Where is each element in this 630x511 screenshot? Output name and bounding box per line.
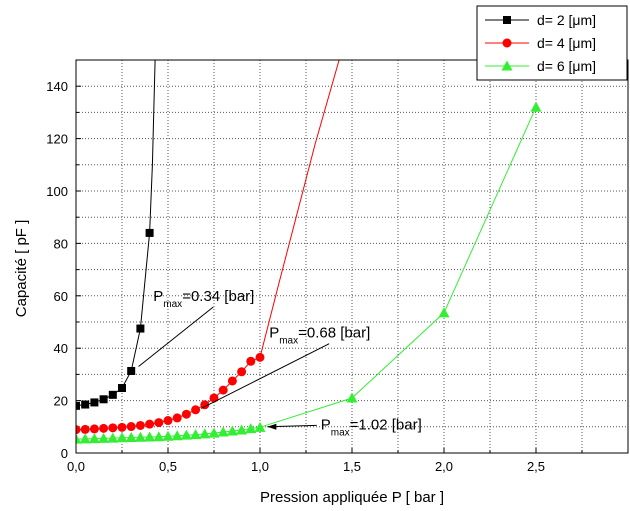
data-point (346, 392, 358, 403)
pmax-label: Pmax=0.68 [bar] (269, 325, 370, 347)
data-point (108, 390, 117, 399)
data-point (530, 101, 542, 112)
plot-area-frame (75, 59, 629, 454)
data-point (76, 425, 81, 435)
x-tick-label: 0,5 (159, 459, 177, 474)
legend-marker (501, 60, 513, 71)
data-point (117, 422, 127, 432)
data-point (89, 424, 99, 434)
y-axis-label: Capacité [ pF ] (13, 220, 30, 318)
data-point (116, 432, 128, 443)
data-point (208, 427, 220, 438)
data-point (76, 433, 82, 444)
legend-label: d= 6 [μm] (537, 58, 596, 74)
series-3 (76, 101, 542, 444)
data-point (227, 376, 237, 386)
pmax-annotations: Pmax=0.34 [bar] Pmax=0.68 [bar] Pmax=1.02 … (138, 288, 422, 438)
data-point (125, 432, 137, 443)
x-tick-label: 2,5 (527, 459, 545, 474)
data-point (144, 431, 156, 442)
pmax-annotation-1: Pmax=0.34 [bar] (138, 288, 254, 367)
data-point (127, 366, 136, 375)
data-point (126, 422, 136, 432)
data-point (163, 416, 173, 426)
y-tick-label: 20 (54, 394, 68, 409)
x-tick-label: 1,0 (251, 459, 269, 474)
series-line (76, 60, 156, 407)
data-point (90, 398, 99, 407)
x-tick-label: 2,0 (435, 459, 453, 474)
data-point (190, 429, 202, 440)
data-point (245, 423, 257, 434)
y-tick-label: 60 (54, 289, 68, 304)
data-point (236, 424, 248, 435)
data-point (200, 400, 210, 410)
data-point (162, 430, 174, 441)
data-point (209, 393, 219, 403)
legend-entry-2: d= 4 [μm] (485, 35, 596, 51)
data-point (154, 418, 164, 428)
data-point (136, 324, 145, 333)
data-point (108, 423, 118, 433)
y-tick-label: 40 (54, 341, 68, 356)
x-tick-label: 1,5 (343, 459, 361, 474)
data-point (134, 431, 146, 442)
legend-entry-3: d= 6 [μm] (485, 58, 596, 74)
data-point (181, 409, 191, 419)
series-2 (76, 60, 340, 435)
data-point (246, 356, 256, 366)
data-point (99, 423, 109, 433)
y-tick-label: 0 (61, 446, 68, 461)
data-series (76, 60, 542, 444)
data-point (218, 385, 228, 395)
data-point (226, 425, 238, 436)
data-point (180, 429, 192, 440)
data-point (217, 426, 229, 437)
arrow-head (267, 423, 277, 430)
y-tick-label: 100 (46, 184, 68, 199)
pmax-annotation-3: Pmax=1.02 [bar] (267, 416, 422, 438)
data-point (255, 352, 265, 362)
legend-label: d= 2 [μm] (537, 12, 596, 28)
data-point (191, 405, 201, 415)
data-point (81, 400, 90, 409)
data-point (79, 433, 91, 444)
pmax-leader-line (200, 343, 330, 409)
legend-marker (502, 38, 512, 48)
data-point (145, 228, 154, 237)
y-tick-label: 120 (46, 132, 68, 147)
legend-entry-1: d= 2 [μm] (485, 12, 596, 28)
data-point (99, 395, 108, 404)
x-axis-label: Pression appliquée P [ bar ] (260, 489, 444, 506)
data-point (145, 419, 155, 429)
data-point (438, 307, 450, 318)
legend: d= 2 [μm] d= 4 [μm] d= 6 [μm] (476, 5, 628, 81)
series-1 (76, 60, 156, 410)
data-point (98, 432, 110, 443)
data-point (171, 430, 183, 441)
data-point (76, 401, 80, 410)
data-point (237, 367, 247, 377)
legend-label: d= 4 [μm] (537, 35, 596, 51)
data-point (153, 431, 165, 442)
pmax-label: Pmax=1.02 [bar] (321, 416, 422, 438)
x-tick-label: 0,0 (67, 459, 85, 474)
data-point (107, 432, 119, 443)
legend-marker (503, 16, 511, 24)
y-tick-label: 140 (46, 79, 68, 94)
data-point (80, 424, 90, 434)
pmax-leader-line (138, 306, 214, 367)
pmax-label: Pmax=0.34 [bar] (153, 288, 254, 310)
data-point (199, 428, 211, 439)
data-point (118, 384, 126, 393)
y-tick-label: 80 (54, 236, 68, 251)
data-point (254, 421, 266, 432)
axis-ticks: 0,0 0,5 1,0 1,5 2,0 2,5 0 20 40 60 80 100 120 140 (46, 79, 583, 474)
data-point (88, 433, 100, 444)
data-point (172, 413, 182, 423)
pmax-annotation-2: Pmax=0.68 [bar] (200, 325, 370, 409)
data-point (135, 420, 145, 430)
